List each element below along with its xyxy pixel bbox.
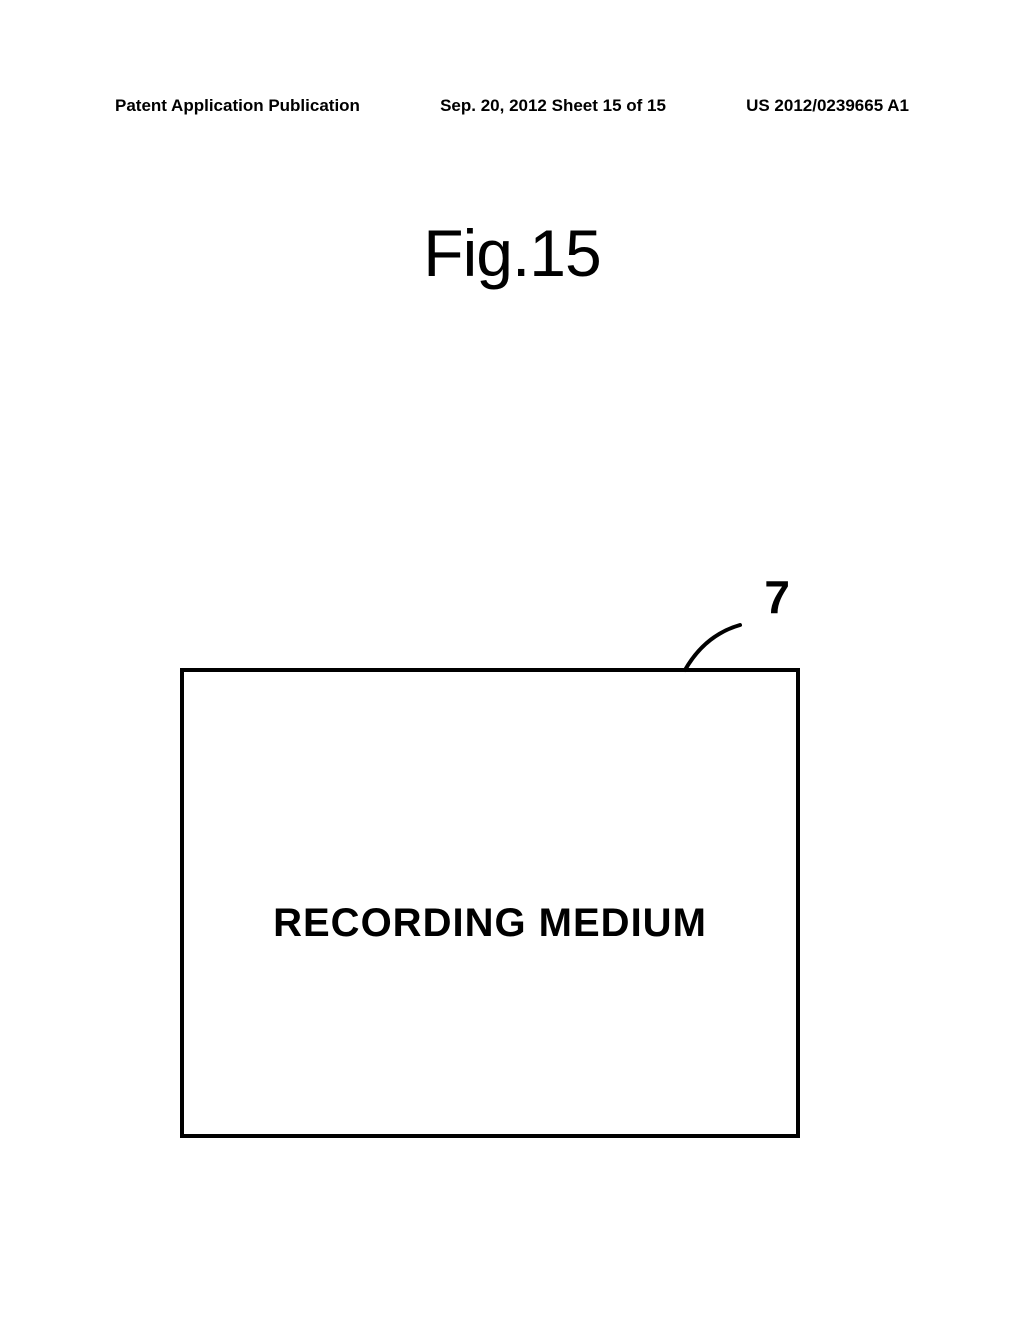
recording-medium-box: RECORDING MEDIUM xyxy=(180,668,800,1138)
box-label: RECORDING MEDIUM xyxy=(273,901,707,946)
date-sheet-label: Sep. 20, 2012 Sheet 15 of 15 xyxy=(440,96,666,116)
diagram: 7 RECORDING MEDIUM xyxy=(180,668,800,1138)
publication-number: US 2012/0239665 A1 xyxy=(746,96,909,116)
publication-label: Patent Application Publication xyxy=(115,96,360,116)
reference-number: 7 xyxy=(764,570,790,624)
figure-title: Fig.15 xyxy=(423,215,600,291)
page-header: Patent Application Publication Sep. 20, … xyxy=(0,96,1024,116)
